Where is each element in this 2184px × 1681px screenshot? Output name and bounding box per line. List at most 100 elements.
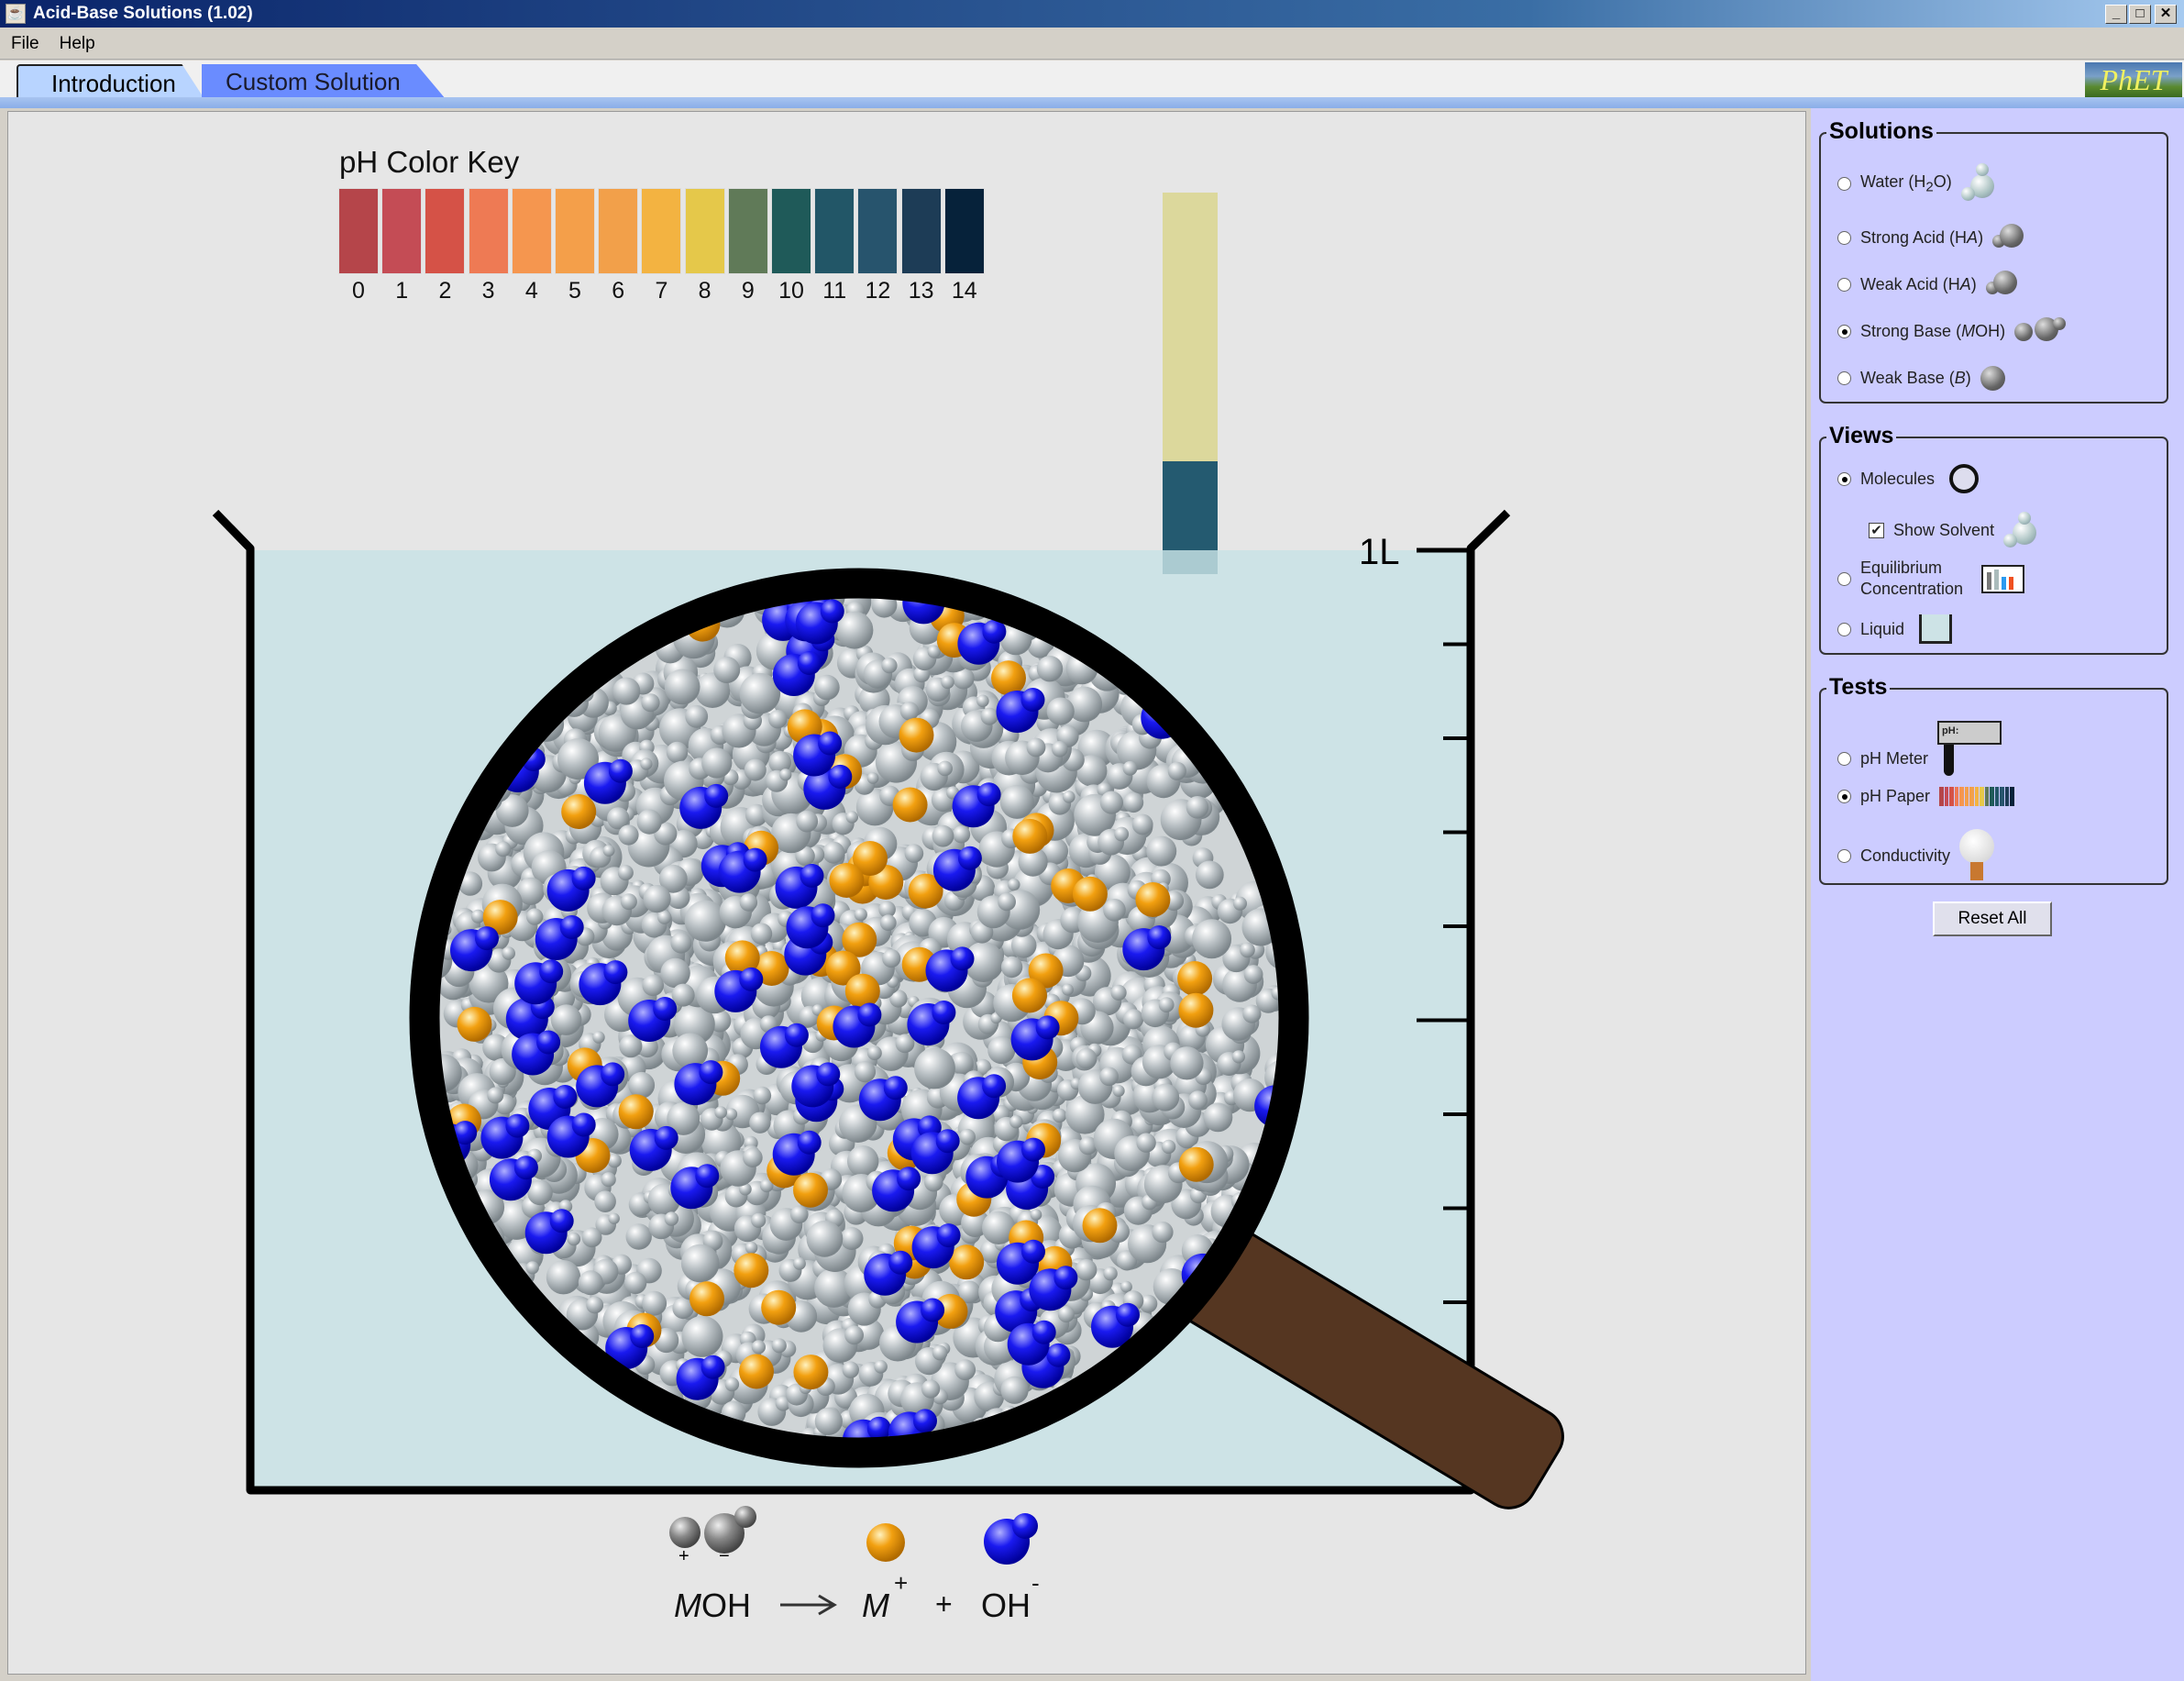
- ph-paper-dry[interactable]: [1163, 193, 1218, 461]
- ph-label-8: 8: [698, 278, 711, 304]
- ph-swatch-1: [381, 188, 423, 274]
- water-molecule: [925, 675, 954, 702]
- metal-ion: [825, 950, 861, 986]
- hydroxide-ion: [579, 960, 628, 1006]
- reaction-arrow-icon: [818, 1594, 837, 1616]
- water-molecule: [1005, 737, 1046, 776]
- water-molecule: [1000, 956, 1023, 979]
- option-molecules[interactable]: Molecules: [1837, 464, 1980, 493]
- conductivity-label: Conductivity: [1860, 846, 1951, 865]
- option-ph-paper[interactable]: pH Paper: [1837, 787, 2016, 806]
- hydroxide-ion: [925, 946, 975, 992]
- water-molecule: [1106, 760, 1138, 790]
- option-weak-acid-label: Weak Acid (HA): [1860, 275, 1977, 293]
- radio-liquid[interactable]: [1837, 622, 1851, 636]
- water-molecule: [636, 809, 662, 835]
- radio-water[interactable]: [1837, 176, 1851, 191]
- option-liquid[interactable]: Liquid: [1837, 614, 1953, 644]
- bar-graph-icon: [1981, 564, 2025, 593]
- ph-swatch-10: [771, 188, 811, 274]
- ph-label-3: 3: [481, 278, 495, 304]
- hydroxide-ion: [888, 1409, 937, 1438]
- water-molecule: [1141, 997, 1175, 1028]
- water-molecule: [672, 1033, 709, 1069]
- option-conductivity[interactable]: Conductivity: [1837, 829, 1995, 882]
- metal-ion: [1177, 961, 1213, 996]
- metal-ion: [793, 1355, 829, 1390]
- views-title: Views: [1826, 423, 1897, 448]
- water-molecule: [1222, 965, 1263, 1002]
- metal-ion: [1011, 978, 1047, 1013]
- ph-label-6: 6: [612, 278, 625, 304]
- maximize-button[interactable]: □: [2129, 5, 2151, 24]
- hydroxide-ion: [489, 1156, 538, 1201]
- checkbox-show-solvent[interactable]: ✔: [1869, 522, 1884, 538]
- option-strong-acid[interactable]: Strong Acid (HA): [1837, 224, 2024, 252]
- option-equilibrium-concentration[interactable]: Equilibrium Concentration: [1837, 558, 2025, 600]
- hydroxide-ion: [679, 783, 729, 829]
- water-molecule: [546, 1260, 581, 1295]
- option-ph-meter[interactable]: pH Meter pH:: [1837, 721, 2003, 787]
- water-molecule: [516, 877, 545, 905]
- radio-ph-paper[interactable]: [1837, 790, 1851, 803]
- hydroxide-ion: [1010, 1015, 1060, 1061]
- metal-ion: [892, 787, 928, 823]
- ph-label-0: 0: [352, 278, 365, 304]
- ph-label-1: 1: [395, 278, 409, 304]
- metal-ion: [1135, 882, 1171, 917]
- water-molecule: [806, 1220, 844, 1257]
- equation-product-metal: M: [862, 1587, 889, 1624]
- ph-swatch-9: [727, 188, 768, 274]
- radio-ph-meter[interactable]: [1837, 751, 1851, 766]
- metal-ion: [1012, 818, 1048, 854]
- water-molecule: [987, 1036, 1016, 1065]
- radio-strong-base[interactable]: [1837, 325, 1851, 338]
- option-weak-base[interactable]: Weak Base (B): [1837, 366, 2005, 391]
- water-molecule: [1114, 1133, 1156, 1172]
- tab-introduction[interactable]: Introduction: [17, 64, 204, 99]
- water-molecule: [961, 707, 998, 742]
- water-molecule: [915, 1344, 948, 1376]
- ph-paper-wet[interactable]: [1163, 461, 1218, 550]
- option-show-solvent[interactable]: ✔ Show Solvent: [1869, 512, 2040, 548]
- radio-weak-acid[interactable]: [1837, 278, 1851, 292]
- water-molecule: [1128, 1222, 1174, 1264]
- water-molecule: [1065, 1095, 1105, 1134]
- radio-conductivity[interactable]: [1837, 848, 1851, 863]
- water-molecule: [1077, 899, 1126, 943]
- hydroxide-ion: [676, 1355, 725, 1400]
- ph-label-9: 9: [741, 278, 755, 304]
- moh-plus-charge: +: [678, 1546, 689, 1566]
- water-molecule: [672, 1297, 694, 1320]
- equation-plus: +: [935, 1587, 953, 1620]
- water-molecule: [1160, 796, 1209, 841]
- menu-help[interactable]: Help: [59, 34, 95, 53]
- radio-weak-base[interactable]: [1837, 371, 1851, 385]
- water-molecule: [487, 946, 515, 973]
- hydroxide-ion: [512, 1030, 561, 1076]
- hydroxide-ion: [910, 1129, 960, 1175]
- ph-swatch-6: [598, 188, 639, 274]
- tab-custom-solution[interactable]: Custom Solution: [202, 64, 446, 99]
- water-molecule: [766, 769, 792, 792]
- menu-file[interactable]: File: [11, 34, 39, 53]
- option-strong-base[interactable]: Strong Base (MOH): [1837, 317, 2067, 346]
- water-molecule: [642, 1290, 667, 1316]
- water-molecule: [976, 892, 1016, 929]
- radio-equilibrium[interactable]: [1837, 571, 1851, 586]
- water-molecule: [999, 784, 1034, 819]
- ph-paper-submerged[interactable]: [1163, 550, 1218, 574]
- water-molecule: [660, 957, 690, 989]
- solvent-molecule-icon: [2003, 512, 2040, 548]
- option-water[interactable]: Water (H2O): [1837, 163, 1998, 204]
- magnifier-ring[interactable]: [409, 568, 1309, 1468]
- reset-all-button[interactable]: Reset All: [1933, 901, 2052, 936]
- water-molecule: [814, 674, 840, 701]
- option-weak-acid[interactable]: Weak Acid (HA): [1837, 271, 2017, 299]
- minimize-button[interactable]: _: [2105, 5, 2127, 24]
- close-button[interactable]: ✕: [2155, 5, 2177, 24]
- radio-molecules[interactable]: [1837, 471, 1851, 486]
- hydroxide-ion: [772, 651, 822, 696]
- water-molecule: [1046, 697, 1075, 725]
- radio-strong-acid[interactable]: [1837, 231, 1851, 245]
